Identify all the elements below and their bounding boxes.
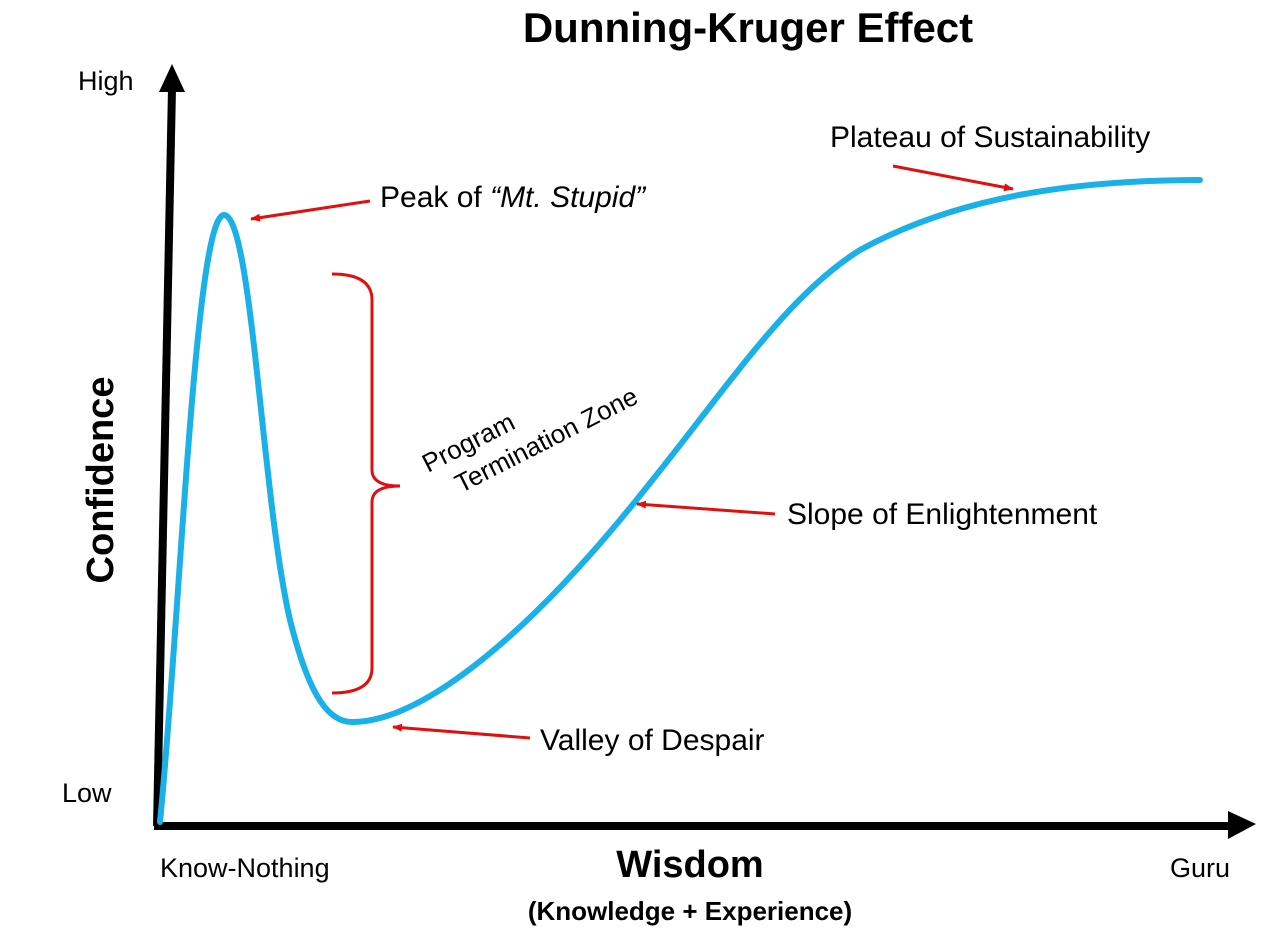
x-axis-title: Wisdom bbox=[616, 844, 763, 886]
y-axis-title: Confidence bbox=[80, 377, 122, 584]
y-axis-line bbox=[153, 87, 176, 827]
y-axis-high-label: High bbox=[78, 66, 134, 96]
diagram-title: Dunning-Kruger Effect bbox=[523, 4, 973, 51]
y-axis-low-label: Low bbox=[62, 778, 112, 808]
plateau-arrow bbox=[892, 164, 1014, 192]
slope-arrow bbox=[636, 500, 776, 516]
slope-label: Slope of Enlightenment bbox=[787, 498, 1098, 531]
y-axis-arrowhead-icon bbox=[159, 64, 185, 92]
valley-arrow bbox=[392, 723, 531, 740]
x-axis-end-label: Guru bbox=[1170, 853, 1230, 883]
peak-arrow bbox=[250, 199, 371, 222]
x-axis-arrowhead-icon bbox=[1228, 811, 1256, 839]
termination-zone-brace bbox=[331, 272, 401, 695]
peak-label: Peak of “Mt. Stupid” bbox=[380, 181, 647, 214]
x-axis-subtitle: (Knowledge + Experience) bbox=[528, 896, 852, 926]
plateau-label: Plateau of Sustainability bbox=[830, 121, 1150, 154]
x-axis-start-label: Know-Nothing bbox=[160, 853, 330, 883]
termination-zone-label: Program Termination Zone bbox=[417, 351, 642, 507]
confidence-curve bbox=[157, 177, 1203, 825]
valley-label: Valley of Despair bbox=[540, 724, 765, 757]
